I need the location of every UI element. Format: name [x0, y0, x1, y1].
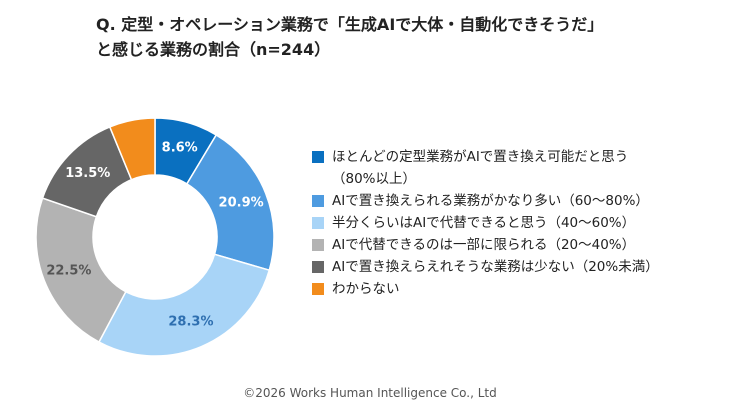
legend-swatch: [312, 151, 324, 163]
legend-label: ほとんどの定型業務がAIで置き換え可能だと思う （80%以上）: [332, 149, 629, 187]
value-label: 22.5%: [46, 263, 91, 278]
legend-swatch: [312, 195, 324, 207]
legend-label: AIで置き換えられる業務がかなり多い（60〜80%）: [332, 193, 649, 209]
legend-item: ほとんどの定型業務がAIで置き換え可能だと思う （80%以上）: [312, 146, 732, 190]
value-label: 28.3%: [168, 315, 213, 330]
legend-item: AIで代替できるのは一部に限られる（20〜40%）: [312, 234, 732, 256]
legend-swatch: [312, 239, 324, 251]
legend-label: AIで代替できるのは一部に限られる（20〜40%）: [332, 237, 636, 253]
donut-slice: [185, 133, 275, 272]
donut-slice: [108, 117, 156, 181]
legend-label: AIで置き換えらえれそうな業務は少ない（20%未満）: [332, 259, 659, 275]
legend-swatch: [312, 261, 324, 273]
legend-item: AIで置き換えらえれそうな業務は少ない（20%未満）: [312, 256, 732, 278]
legend-item: 半分くらいはAIで代替できると思う（40〜60%）: [312, 212, 732, 234]
chart-title: Q. 定型・オペレーション業務で「生成AIで大体・自動化できそうだ」 と感じる業…: [96, 15, 604, 59]
value-label: 13.5%: [65, 166, 110, 181]
legend-item: わからない: [312, 278, 732, 300]
legend: ほとんどの定型業務がAIで置き換え可能だと思う （80%以上） AIで置き換えられ…: [312, 146, 732, 300]
legend-label: わからない: [332, 281, 400, 297]
value-label: 20.9%: [219, 196, 264, 211]
donut-slice: [97, 253, 271, 357]
donut-slice: [35, 197, 127, 344]
footer: ©2026 Works Human Intelligence Co., Ltd: [243, 386, 497, 400]
legend-swatch: [312, 283, 324, 295]
legend-item: AIで置き換えられる業務がかなり多い（60〜80%）: [312, 190, 732, 212]
legend-swatch: [312, 217, 324, 229]
legend-label: 半分くらいはAIで代替できると思う（40〜60%）: [332, 215, 636, 231]
value-label: 8.6%: [162, 140, 198, 155]
